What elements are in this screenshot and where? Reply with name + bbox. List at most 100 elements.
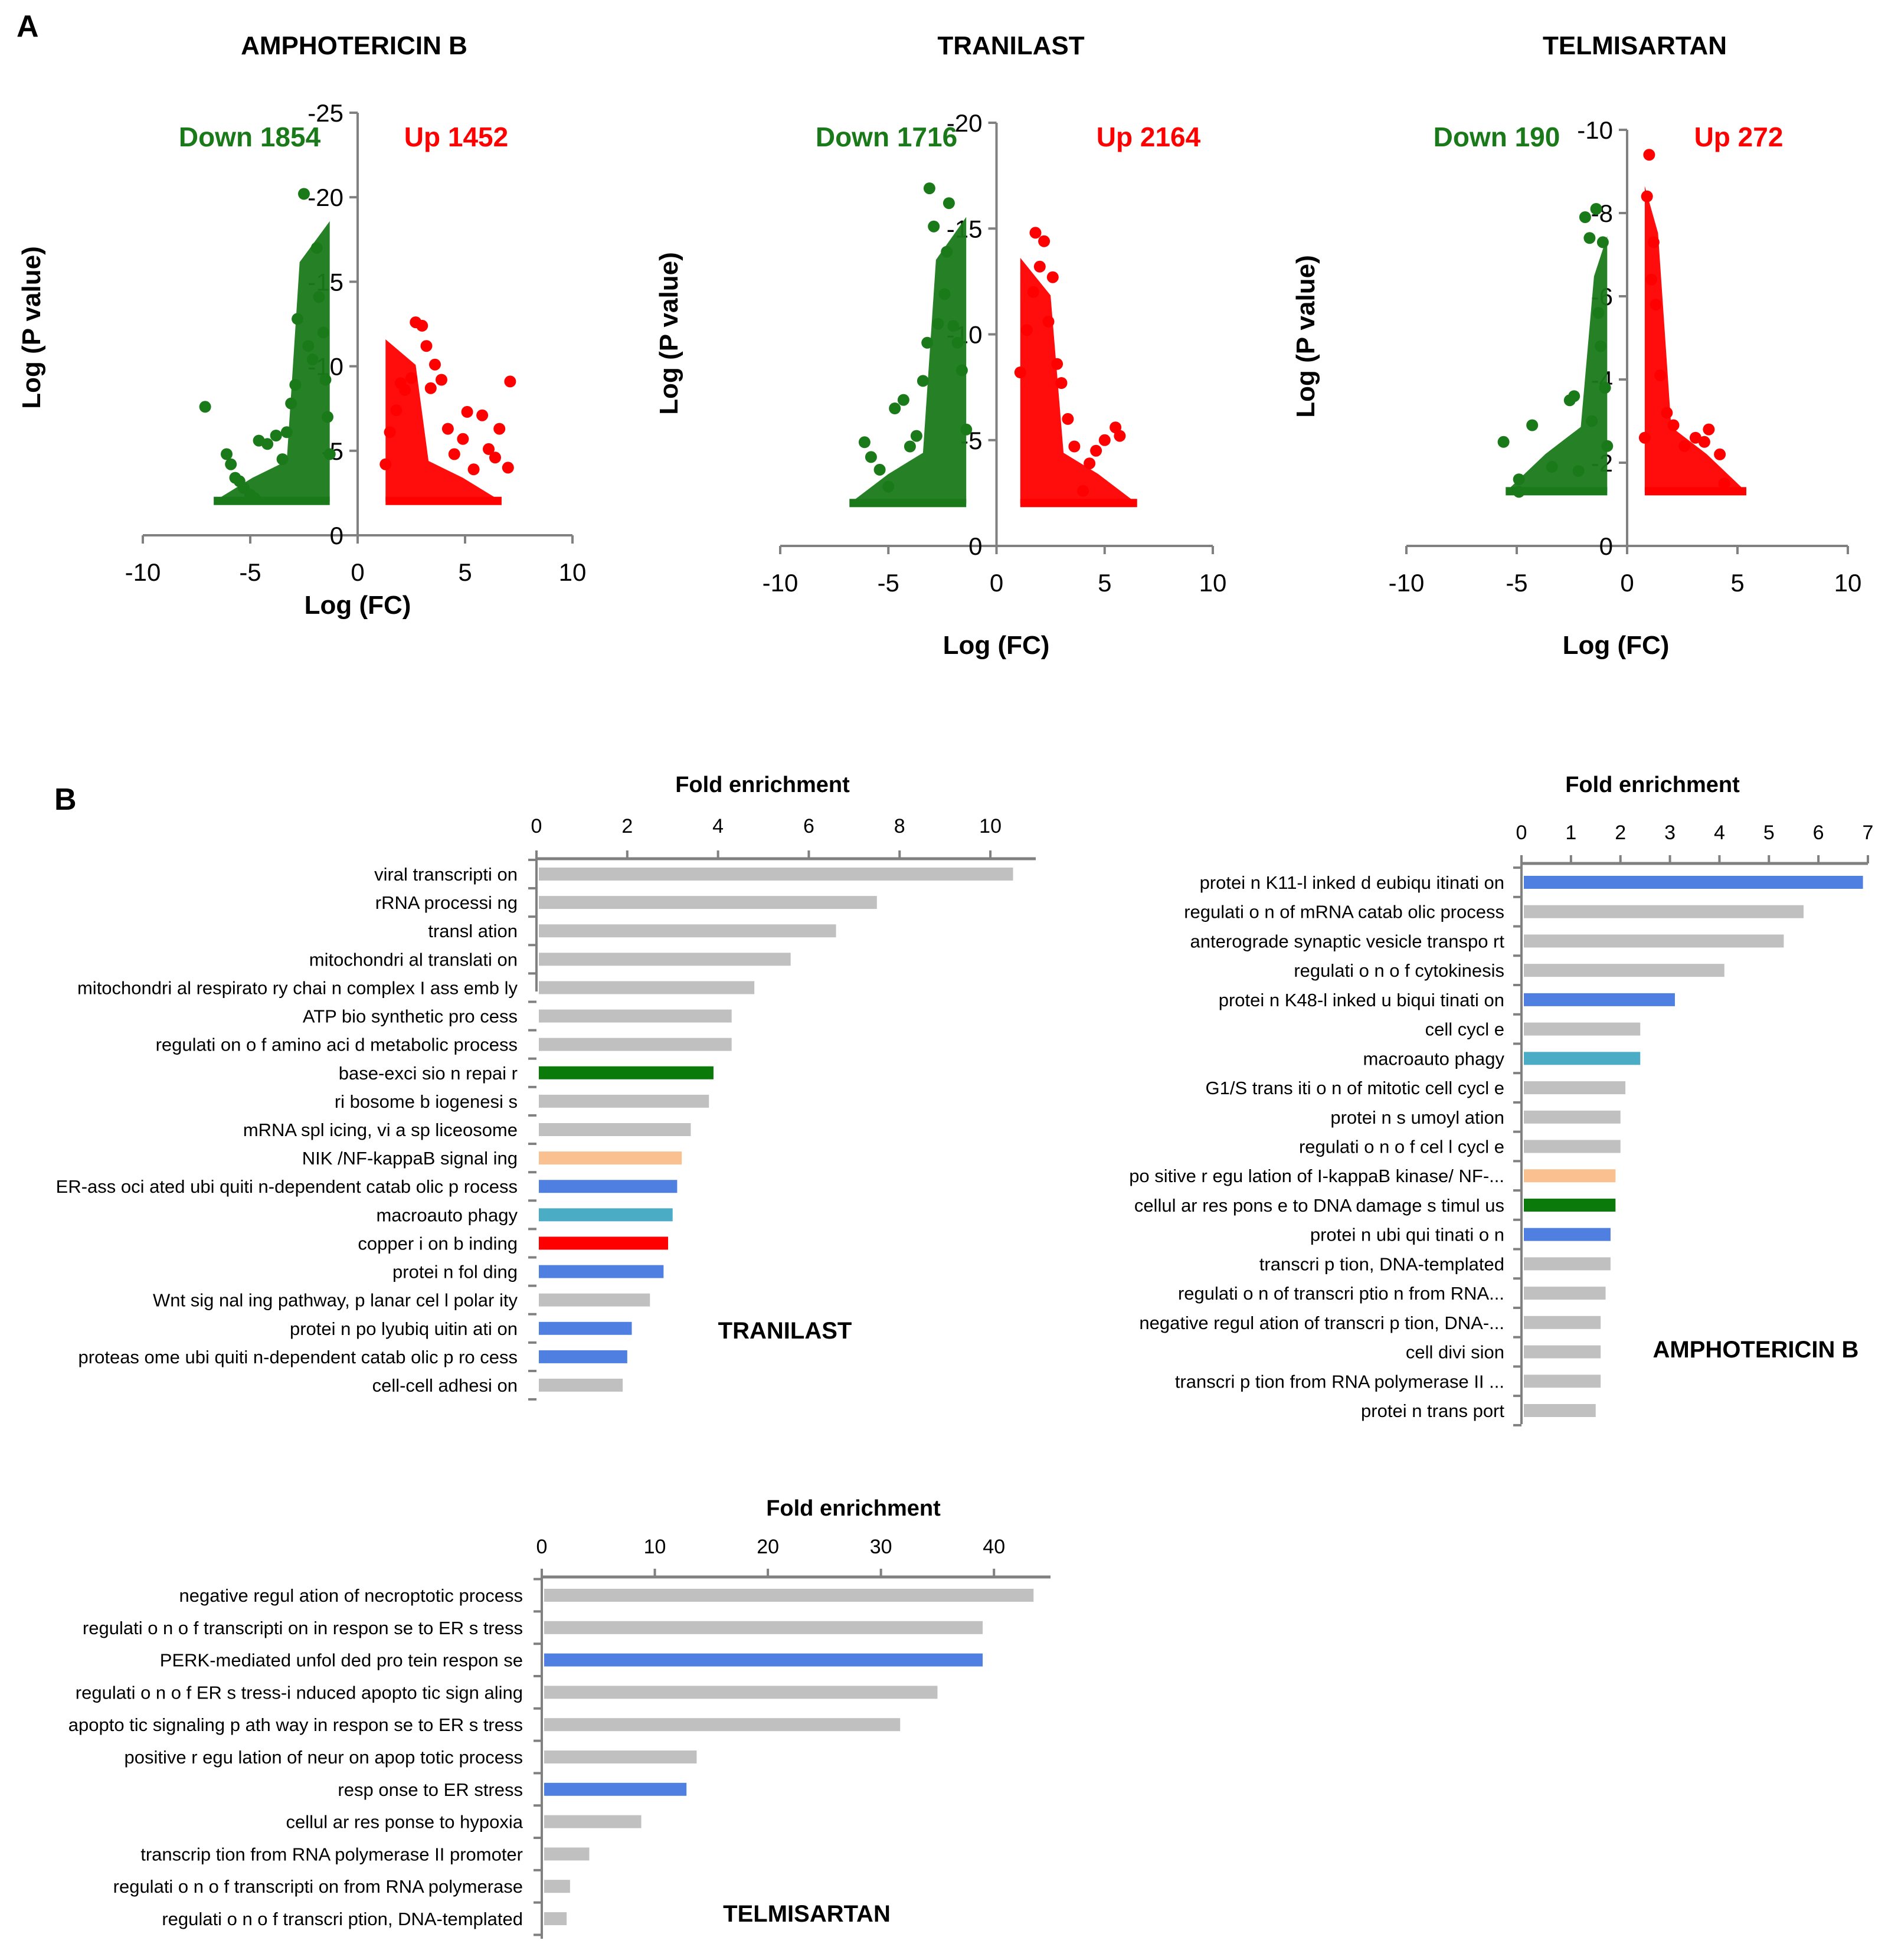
bar-11 <box>544 1912 567 1925</box>
x-tick-label: 10 <box>559 558 587 586</box>
x-axis-label: Log (FC) <box>943 631 1050 660</box>
y-axis-label: Log (P value) <box>1291 255 1320 417</box>
data-point-down <box>261 438 274 450</box>
category-label: transcri p tion from RNA polymerase II .… <box>1175 1371 1504 1392</box>
data-point-down <box>1513 473 1525 486</box>
data-point-down <box>323 448 336 460</box>
category-label: G1/S trans iti o n of mitotic cell cycl … <box>1205 1078 1504 1098</box>
data-point-down <box>947 320 960 332</box>
x-tick-label: 10 <box>1834 569 1862 597</box>
bar-5 <box>539 981 755 994</box>
data-point-down <box>280 426 293 439</box>
y-axis-label: Log (P value) <box>655 252 683 414</box>
category-label: NIK /NF-kappaB signal ing <box>302 1148 518 1169</box>
data-point-down <box>225 458 237 470</box>
value-tick-label: 0 <box>531 815 542 837</box>
x-tick-label: 0 <box>1620 569 1634 597</box>
data-point-up <box>467 463 480 476</box>
category-label: anterograde synaptic vesicle transpo rt <box>1190 931 1505 951</box>
data-point-up <box>1647 236 1660 248</box>
data-point-up <box>1698 436 1710 448</box>
category-label: viral transcripti on <box>374 864 518 885</box>
category-label: cell cycl e <box>1425 1019 1504 1040</box>
data-point-down <box>897 394 909 406</box>
data-point-down <box>882 480 895 493</box>
point-floor-up <box>1020 499 1137 508</box>
data-point-up <box>461 405 473 418</box>
x-tick-label: -5 <box>1506 569 1527 597</box>
value-tick-label: 7 <box>1863 822 1874 844</box>
y-tick-label: -20 <box>947 109 983 137</box>
data-point-down <box>221 448 233 460</box>
data-point-up <box>1055 377 1068 389</box>
x-tick-label: -5 <box>878 569 899 597</box>
value-tick-label: 2 <box>1615 822 1626 844</box>
data-point-up <box>1038 235 1051 247</box>
bar-1 <box>544 1589 1034 1602</box>
data-point-down <box>310 242 323 254</box>
bar-16 <box>1524 1316 1601 1329</box>
data-point-down <box>1579 211 1591 223</box>
data-point-up <box>1661 407 1673 419</box>
axis-title: Fold enrichment <box>766 1496 941 1521</box>
category-label: resp onse to ER stress <box>338 1779 523 1800</box>
value-tick-label: 5 <box>1763 822 1775 844</box>
data-point-down <box>943 197 955 210</box>
bar-10 <box>1524 1140 1621 1153</box>
category-label: negative regul ation of transcri p tion,… <box>1139 1313 1504 1333</box>
data-point-up <box>1033 260 1046 273</box>
enrich-amphotericin: Fold enrichment 0 1 2 3 4 5 6 7 protei n K11-l in… <box>1129 773 1874 1426</box>
data-point-up <box>379 458 392 470</box>
bar-7 <box>544 1782 687 1796</box>
chart-title: TELMISARTAN <box>1543 31 1727 60</box>
bar-17 <box>1524 1345 1601 1359</box>
y-tick-label: 0 <box>1599 532 1613 560</box>
enrich-tranilast: Fold enrichment 0 2 4 6 8 10 viral transcripti … <box>56 773 1036 1401</box>
value-tick-label: 10 <box>979 815 1002 837</box>
data-point-up <box>1046 271 1059 283</box>
category-label: regulati o n of transcri ptio n from RNA… <box>1178 1283 1504 1304</box>
data-point-up <box>1020 324 1033 336</box>
x-tick-label: 0 <box>990 569 1003 597</box>
data-point-down <box>923 182 935 195</box>
category-label: ATP bio synthetic pro cess <box>303 1006 518 1027</box>
data-point-up <box>405 372 417 384</box>
axis-title: Fold enrichment <box>1565 773 1740 797</box>
x-tick-label: -10 <box>125 558 161 586</box>
y-axis-label: Log (P value) <box>17 246 46 408</box>
category-label: PERK-mediated unfol ded pro tein respon … <box>160 1650 523 1671</box>
data-point-up <box>424 382 437 394</box>
point-floor-up <box>1644 487 1746 496</box>
chart-label: TRANILAST <box>718 1318 852 1344</box>
bar-3 <box>544 1653 983 1667</box>
bar-5 <box>1524 993 1675 1006</box>
category-label: mitochondri al translati on <box>309 949 518 970</box>
data-point-up <box>489 451 501 464</box>
category-label: po sitive r egu lation of I-kappaB kinas… <box>1129 1166 1504 1186</box>
data-point-down <box>1583 232 1596 244</box>
data-point-up <box>502 462 514 474</box>
bar-4 <box>539 953 791 966</box>
data-point-up <box>416 319 428 332</box>
data-point-down <box>904 440 916 453</box>
data-point-down <box>276 453 289 466</box>
bar-9 <box>539 1094 709 1108</box>
point-floor-down <box>1506 487 1608 496</box>
data-point-down <box>313 291 325 303</box>
data-point-down <box>1599 382 1611 394</box>
data-point-down <box>270 430 282 441</box>
category-label: ER-ass oci ated ubi quiti n-dependent ca… <box>56 1176 518 1197</box>
category-label: protei n ubi qui tinati o n <box>1310 1225 1504 1245</box>
bar-18 <box>1524 1375 1601 1388</box>
category-label: Wnt sig nal ing pathway, p lanar cel l p… <box>153 1290 518 1311</box>
data-point-up <box>429 358 441 371</box>
bar-19 <box>1524 1404 1596 1417</box>
bar-2 <box>1524 905 1804 918</box>
value-tick-label: 3 <box>1664 822 1676 844</box>
down-count-label: Down 1716 <box>816 122 957 152</box>
charts-layer: AMPHOTERICIN B-10-50510-25-20-15-10-50Lo… <box>17 31 1873 1939</box>
x-axis-label: Log (FC) <box>1563 631 1670 660</box>
bar-17 <box>539 1321 632 1335</box>
panel-a-letter: A <box>17 9 39 44</box>
